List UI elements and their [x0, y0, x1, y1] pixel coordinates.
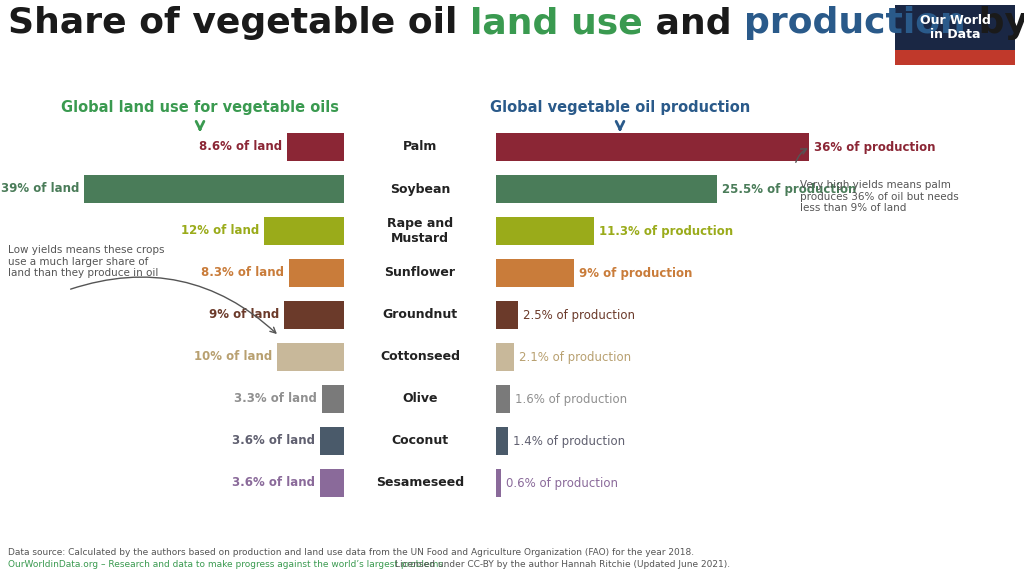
- Bar: [496, 385, 510, 413]
- Text: 3.6% of land: 3.6% of land: [232, 435, 315, 448]
- Text: Coconut: Coconut: [391, 435, 449, 448]
- Text: 1.6% of production: 1.6% of production: [515, 393, 627, 405]
- Text: 39% of land: 39% of land: [1, 183, 79, 195]
- Bar: [895, 50, 1015, 65]
- Text: 8.6% of land: 8.6% of land: [199, 140, 282, 153]
- Bar: [496, 175, 718, 203]
- Text: OurWorldinData.org – Research and data to make progress against the world’s larg: OurWorldinData.org – Research and data t…: [8, 560, 445, 569]
- Text: 2.5% of production: 2.5% of production: [522, 308, 635, 322]
- Text: Sesameseed: Sesameseed: [376, 477, 464, 490]
- Text: 0.6% of production: 0.6% of production: [506, 477, 618, 490]
- Bar: [496, 133, 809, 161]
- Text: 36% of production: 36% of production: [814, 140, 935, 153]
- Text: 12% of land: 12% of land: [181, 225, 259, 238]
- Bar: [496, 427, 508, 455]
- Text: 9% of land: 9% of land: [209, 308, 279, 322]
- Bar: [284, 301, 344, 329]
- Bar: [84, 175, 344, 203]
- Text: 11.3% of production: 11.3% of production: [599, 225, 733, 238]
- Bar: [496, 469, 501, 497]
- Text: Olive: Olive: [402, 393, 437, 405]
- Text: 9% of production: 9% of production: [580, 267, 692, 280]
- Bar: [264, 217, 344, 245]
- Text: Cottonseed: Cottonseed: [380, 350, 460, 363]
- Bar: [496, 343, 514, 371]
- Text: Groundnut: Groundnut: [382, 308, 458, 322]
- Text: Global land use for vegetable oils: Global land use for vegetable oils: [61, 100, 339, 115]
- Text: 8.3% of land: 8.3% of land: [201, 267, 284, 280]
- Text: 10% of land: 10% of land: [195, 350, 272, 363]
- Text: Licensed under CC-BY by the author Hannah Ritchie (Updated June 2021).: Licensed under CC-BY by the author Hanna…: [395, 560, 730, 569]
- Text: Very high yields means palm
produces 36% of oil but needs
less than 9% of land: Very high yields means palm produces 36%…: [800, 180, 958, 213]
- Bar: [278, 343, 344, 371]
- Bar: [496, 301, 518, 329]
- Bar: [287, 133, 344, 161]
- Text: and: and: [643, 6, 744, 40]
- Text: production: production: [744, 6, 966, 40]
- Text: Palm: Palm: [402, 140, 437, 153]
- Bar: [322, 385, 344, 413]
- Text: Soybean: Soybean: [390, 183, 451, 195]
- Bar: [496, 217, 594, 245]
- Bar: [319, 427, 344, 455]
- Text: 1.4% of production: 1.4% of production: [513, 435, 626, 448]
- Bar: [895, 5, 1015, 50]
- Text: land use: land use: [470, 6, 643, 40]
- Bar: [319, 469, 344, 497]
- Text: 2.1% of production: 2.1% of production: [519, 350, 632, 363]
- Text: Our World
in Data: Our World in Data: [920, 13, 990, 42]
- Text: Sunflower: Sunflower: [384, 267, 456, 280]
- Text: Global vegetable oil production: Global vegetable oil production: [489, 100, 751, 115]
- Text: Data source: Calculated by the authors based on production and land use data fro: Data source: Calculated by the authors b…: [8, 548, 694, 557]
- Bar: [289, 259, 344, 287]
- Text: Low yields means these crops
use a much larger share of
land than they produce i: Low yields means these crops use a much …: [8, 245, 165, 278]
- Text: Rape and
Mustard: Rape and Mustard: [387, 217, 453, 245]
- Bar: [496, 259, 574, 287]
- Text: 25.5% of production: 25.5% of production: [723, 183, 857, 195]
- Text: Share of vegetable oil: Share of vegetable oil: [8, 6, 470, 40]
- Text: 3.3% of land: 3.3% of land: [234, 393, 317, 405]
- Text: 3.6% of land: 3.6% of land: [232, 477, 315, 490]
- Text: by crop: by crop: [966, 6, 1024, 40]
